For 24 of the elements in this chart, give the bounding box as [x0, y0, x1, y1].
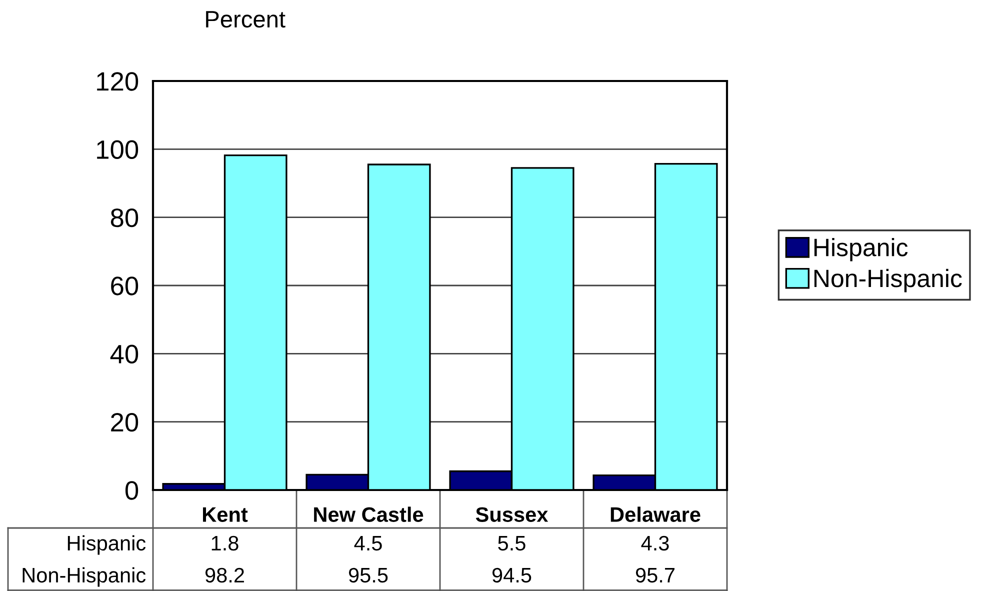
data-label: 4.3	[641, 536, 669, 551]
text: Non-Hispanic	[22, 567, 146, 587]
x-tick-label: Delaware	[610, 506, 700, 522]
y-tick-label: 40	[110, 344, 138, 364]
y-tick-label: 120	[97, 72, 138, 91]
data-label: 4.5	[354, 536, 382, 551]
x-tick-label: Kent	[202, 507, 248, 522]
data-label: 95.5	[348, 568, 388, 583]
x-tick-label: Sussex	[476, 507, 548, 522]
legend-label: Non-Hispanic	[814, 268, 962, 292]
legend-label: Hispanic	[814, 238, 908, 262]
y-tick-label: 80	[110, 208, 138, 228]
y-tick-label: 0	[125, 481, 138, 500]
data-label: 98.2	[205, 568, 244, 583]
data-label: 95.7	[636, 568, 674, 583]
data-label: 94.5	[492, 568, 532, 583]
y-tick-label: 60	[111, 276, 138, 296]
y-tick-label: 100	[97, 140, 138, 159]
y-tick-label: 20	[111, 412, 138, 432]
text: Hispanic	[68, 535, 146, 555]
data-label: 5.5	[498, 536, 526, 551]
x-tick-label: New Castle	[314, 506, 424, 522]
data-label: 1.8	[212, 536, 238, 551]
y-axis-title: Percent	[206, 11, 286, 28]
